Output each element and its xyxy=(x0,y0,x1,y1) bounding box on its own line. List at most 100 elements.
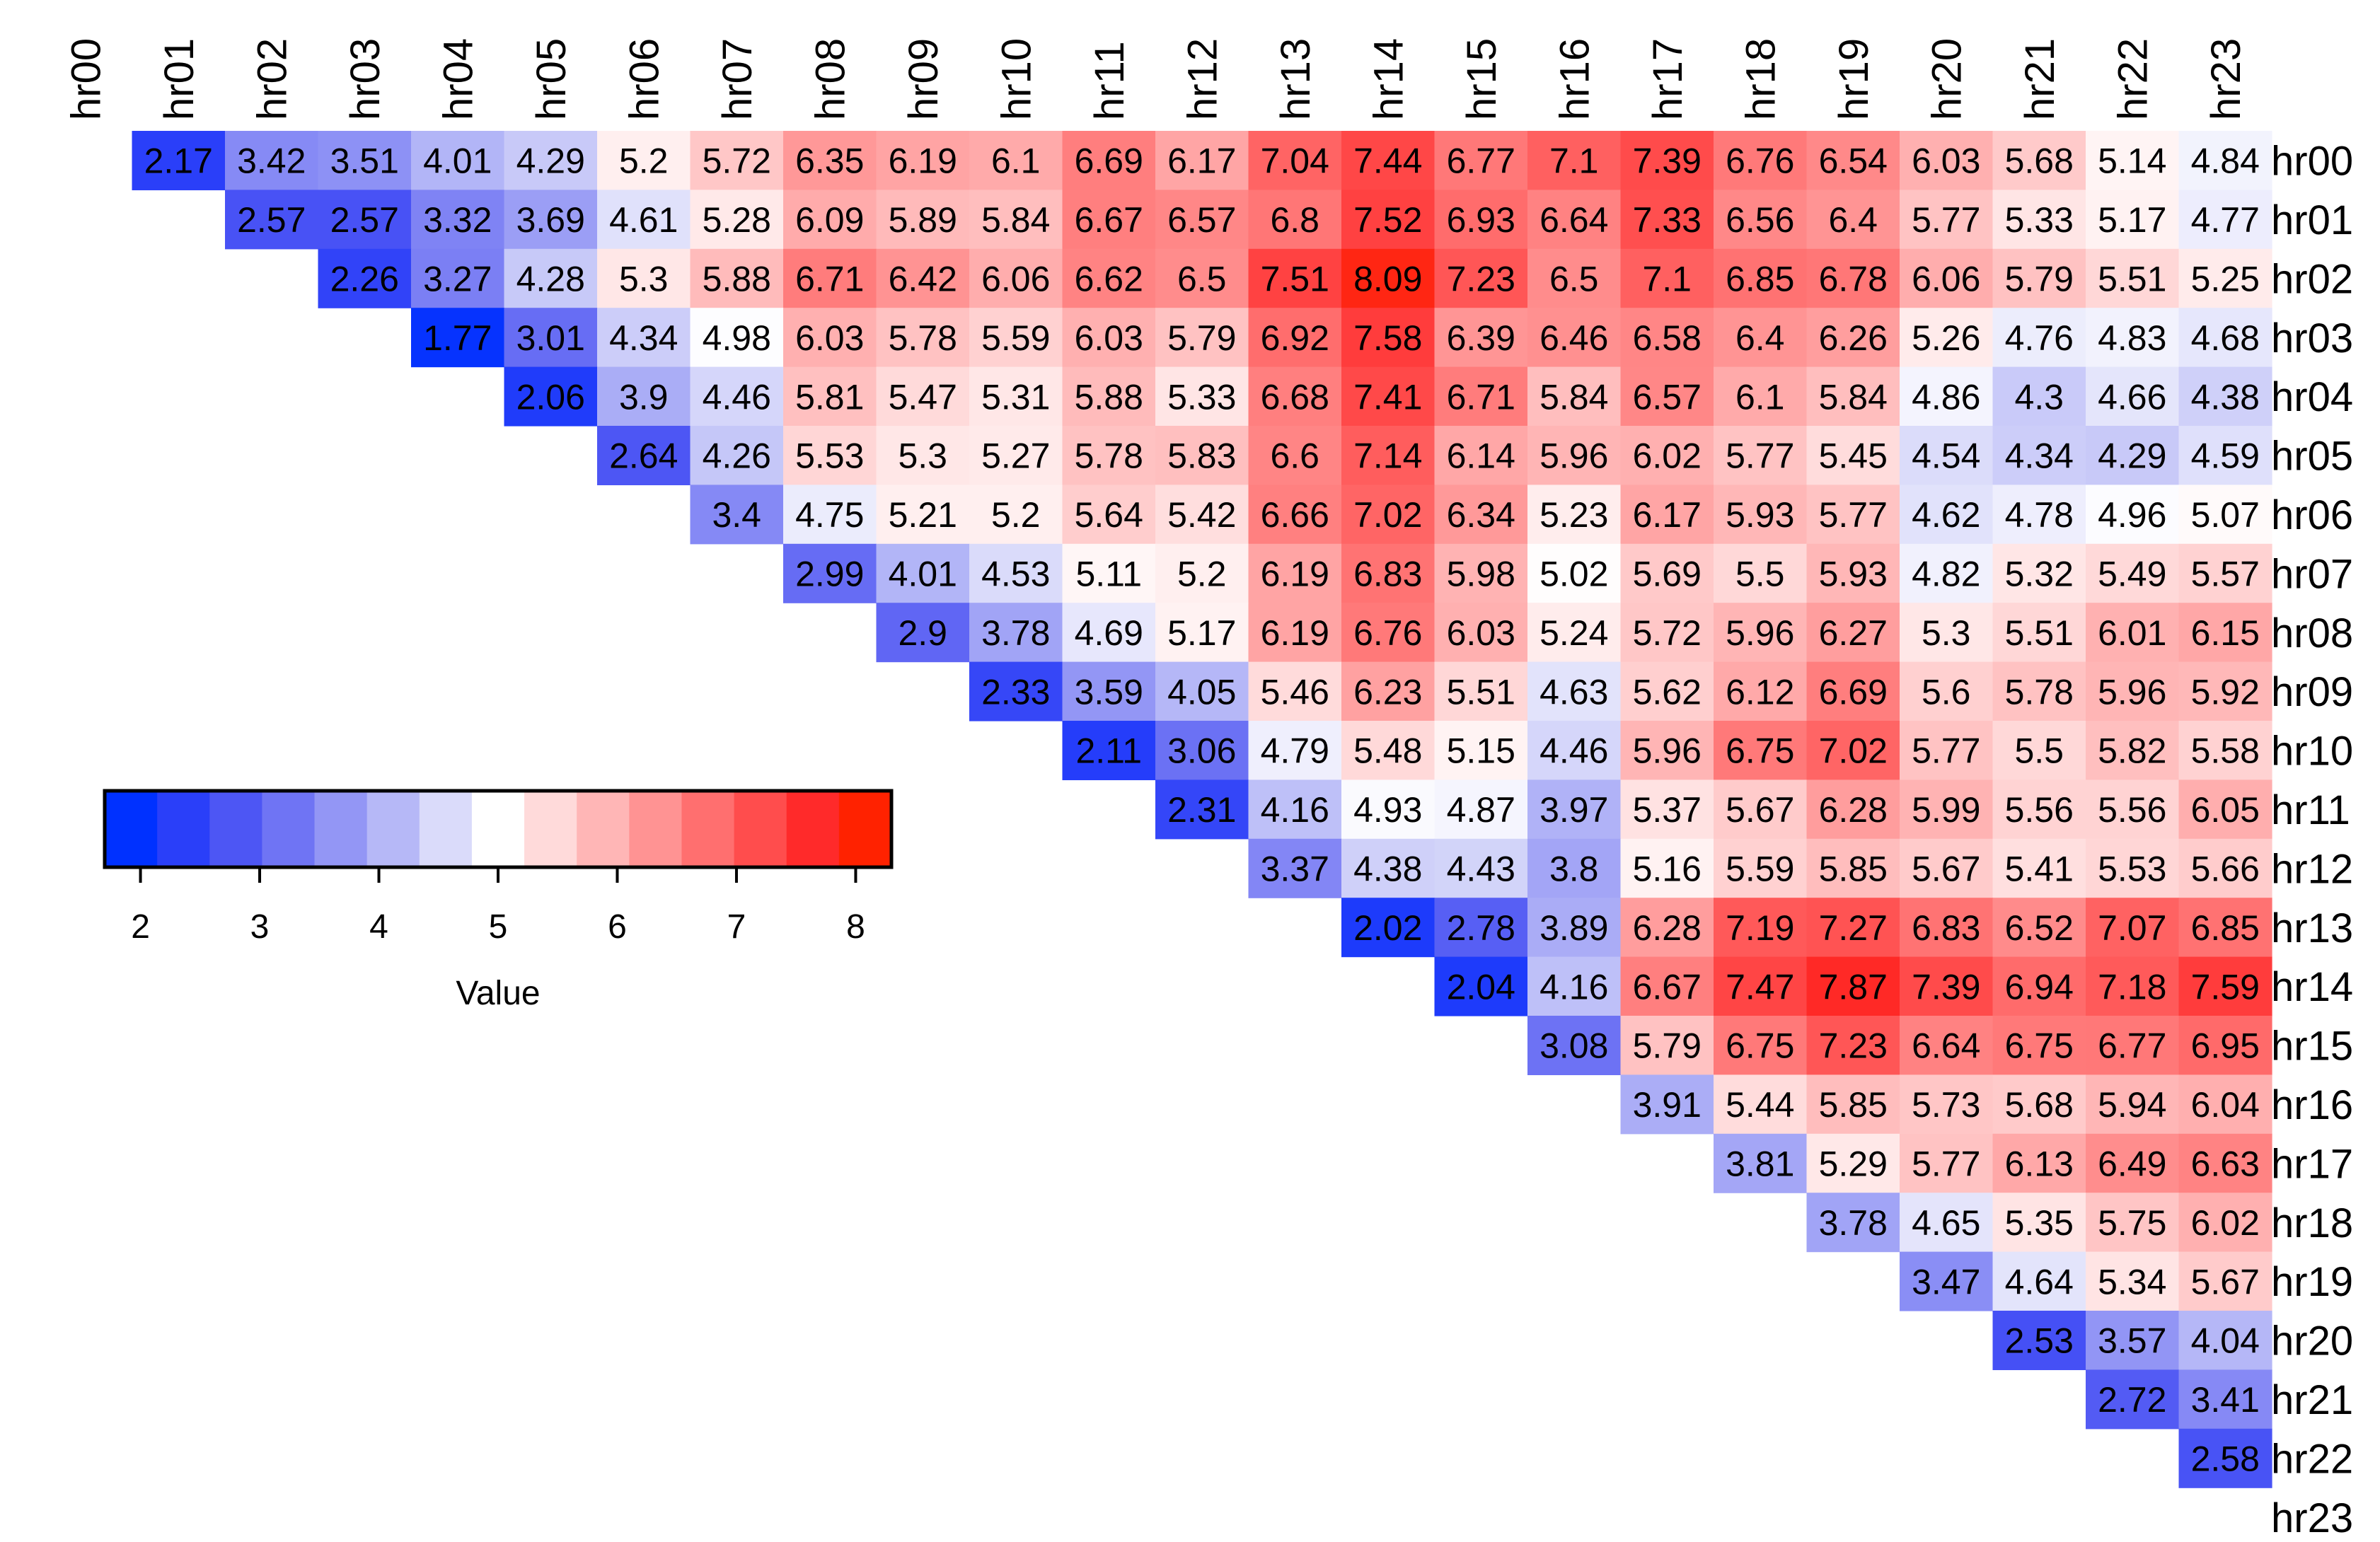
cell-value-label: 5.3 xyxy=(1922,613,1971,653)
cell-value-label: 6.15 xyxy=(2191,613,2260,653)
cell-value-label: 6.03 xyxy=(1447,613,1515,653)
cell-value-label: 6.03 xyxy=(1075,318,1143,358)
cell-value-label: 3.69 xyxy=(516,200,585,240)
heatmap-cell-hr08-hr14 xyxy=(1341,603,1435,663)
heatmap-cell-hr10-hr21 xyxy=(1992,721,2086,780)
cell-value-label: 5.85 xyxy=(1819,850,1888,889)
heatmap-cell-hr20-hr22 xyxy=(2086,1311,2180,1370)
heatmap-cell-hr10-hr14 xyxy=(1341,721,1435,780)
cell-value-label: 5.2 xyxy=(991,495,1041,535)
cell-value-label: 7.52 xyxy=(1353,200,1422,240)
heatmap-cell-hr02-hr07 xyxy=(690,248,784,308)
heatmap-cell-hr10-hr17 xyxy=(1620,721,1714,780)
cell-value-label: 6.19 xyxy=(1261,613,1329,653)
cell-value-label: 5.5 xyxy=(1735,555,1785,594)
cell-value-label: 4.46 xyxy=(1540,731,1608,771)
cell-value-label: 5.72 xyxy=(703,141,771,181)
heatmap-cell-hr09-hr22 xyxy=(2086,661,2180,721)
cell-value-label: 5.26 xyxy=(1912,318,1980,358)
row-label-hr14: hr14 xyxy=(2271,964,2353,1010)
legend-swatch xyxy=(314,791,368,867)
cell-value-label: 5.3 xyxy=(898,436,947,476)
legend-tick-label: 5 xyxy=(489,908,508,946)
cell-value-label: 5.85 xyxy=(1819,1085,1888,1125)
cell-value-label: 5.6 xyxy=(1922,672,1971,712)
cell-value-label: 4.66 xyxy=(2098,377,2166,417)
heatmap-cell-hr07-hr13 xyxy=(1248,543,1342,603)
heatmap-cell-hr04-hr21 xyxy=(1992,366,2086,427)
heatmap-cell-hr04-hr22 xyxy=(2086,366,2180,427)
heatmap-cell-hr00-hr15 xyxy=(1434,131,1528,190)
heatmap-cell-hr06-hr09 xyxy=(876,485,970,545)
cell-value-label: 3.51 xyxy=(330,141,399,181)
row-label-hr10: hr10 xyxy=(2271,729,2353,775)
heatmap-cell-hr09-hr18 xyxy=(1714,661,1808,721)
heatmap-cell-hr11-hr13 xyxy=(1248,779,1342,840)
cell-value-label: 5.15 xyxy=(1447,731,1515,771)
cell-value-label: 5.42 xyxy=(1167,495,1236,535)
heatmap-cell-hr05-hr09 xyxy=(876,426,970,485)
cell-value-label: 4.93 xyxy=(1353,790,1422,830)
legend-swatch xyxy=(838,791,892,867)
heatmap-cell-hr08-hr16 xyxy=(1527,603,1622,663)
cell-value-label: 4.64 xyxy=(2005,1262,2074,1302)
cell-value-label: 2.64 xyxy=(609,436,678,476)
heatmap-cell-hr01-hr17 xyxy=(1620,190,1714,250)
heatmap-cell-hr06-hr21 xyxy=(1992,485,2086,545)
heatmap-cell-hr04-hr19 xyxy=(1806,366,1900,427)
heatmap-cell-hr02-hr09 xyxy=(876,248,970,308)
cell-value-label: 5.73 xyxy=(1912,1085,1980,1125)
cell-value-label: 6.63 xyxy=(2191,1144,2260,1184)
heatmap-cell-hr06-hr07 xyxy=(690,485,784,545)
heatmap-cell-hr07-hr21 xyxy=(1992,543,2086,603)
cell-value-label: 2.9 xyxy=(898,613,947,653)
cell-value-label: 5.66 xyxy=(2191,850,2260,889)
cell-value-label: 6.6 xyxy=(1270,436,1319,476)
cell-value-label: 7.47 xyxy=(1726,967,1794,1007)
cell-value-label: 5.45 xyxy=(1819,436,1888,476)
heatmap-cell-hr13-hr20 xyxy=(1900,898,1994,958)
heatmap-cell-hr00-hr10 xyxy=(969,131,1063,190)
heatmap-cell-hr10-hr23 xyxy=(2178,721,2272,780)
cell-value-label: 5.53 xyxy=(795,436,864,476)
cell-value-label: 5.77 xyxy=(1912,1144,1980,1184)
heatmap-cell-hr14-hr20 xyxy=(1900,956,1994,1016)
heatmap-cell-hr17-hr20 xyxy=(1900,1133,1994,1193)
heatmap-cell-hr12-hr16 xyxy=(1527,838,1622,898)
cell-value-label: 7.27 xyxy=(1819,908,1888,948)
cell-value-label: 7.07 xyxy=(2098,908,2166,948)
cell-value-label: 6.28 xyxy=(1633,908,1702,948)
heatmap-cell-hr11-hr12 xyxy=(1155,779,1249,840)
legend-swatch xyxy=(105,791,158,867)
heatmap-cell-hr12-hr18 xyxy=(1714,838,1808,898)
cell-value-label: 5.78 xyxy=(1075,436,1143,476)
cell-value-label: 5.78 xyxy=(889,318,957,358)
cell-value-label: 4.75 xyxy=(795,495,864,535)
heatmap-cell-hr01-hr13 xyxy=(1248,190,1342,250)
heatmap-cell-hr08-hr20 xyxy=(1900,603,1994,663)
heatmap-cell-hr13-hr23 xyxy=(2178,898,2272,958)
heatmap-cell-hr00-hr22 xyxy=(2086,131,2180,190)
cell-value-label: 4.87 xyxy=(1447,790,1515,830)
heatmap-cell-hr04-hr05 xyxy=(504,366,598,427)
heatmap-cell-hr09-hr23 xyxy=(2178,661,2272,721)
legend-tick-label: 2 xyxy=(131,908,150,946)
heatmap-cell-hr04-hr10 xyxy=(969,366,1063,427)
heatmap-cell-hr03-hr12 xyxy=(1155,308,1249,368)
cell-value-label: 4.29 xyxy=(2098,436,2166,476)
heatmap-cell-hr00-hr07 xyxy=(690,131,784,190)
heatmap-cell-hr17-hr18 xyxy=(1714,1133,1808,1193)
heatmap-cell-hr15-hr22 xyxy=(2086,1016,2180,1075)
heatmap-cell-hr17-hr21 xyxy=(1992,1133,2086,1193)
cell-value-label: 4.53 xyxy=(981,555,1050,594)
heatmap-cell-hr12-hr20 xyxy=(1900,838,1994,898)
cell-value-label: 5.67 xyxy=(1726,790,1794,830)
cell-value-label: 2.33 xyxy=(981,672,1050,712)
legend-tick-label: 3 xyxy=(250,908,270,946)
cell-value-label: 6.03 xyxy=(795,318,864,358)
cell-value-label: 4.3 xyxy=(2014,377,2064,417)
cell-value-label: 5.07 xyxy=(2191,495,2260,535)
heatmap-cell-hr10-hr12 xyxy=(1155,721,1249,780)
cell-value-label: 5.51 xyxy=(2005,613,2074,653)
cell-value-label: 3.41 xyxy=(2191,1380,2260,1420)
